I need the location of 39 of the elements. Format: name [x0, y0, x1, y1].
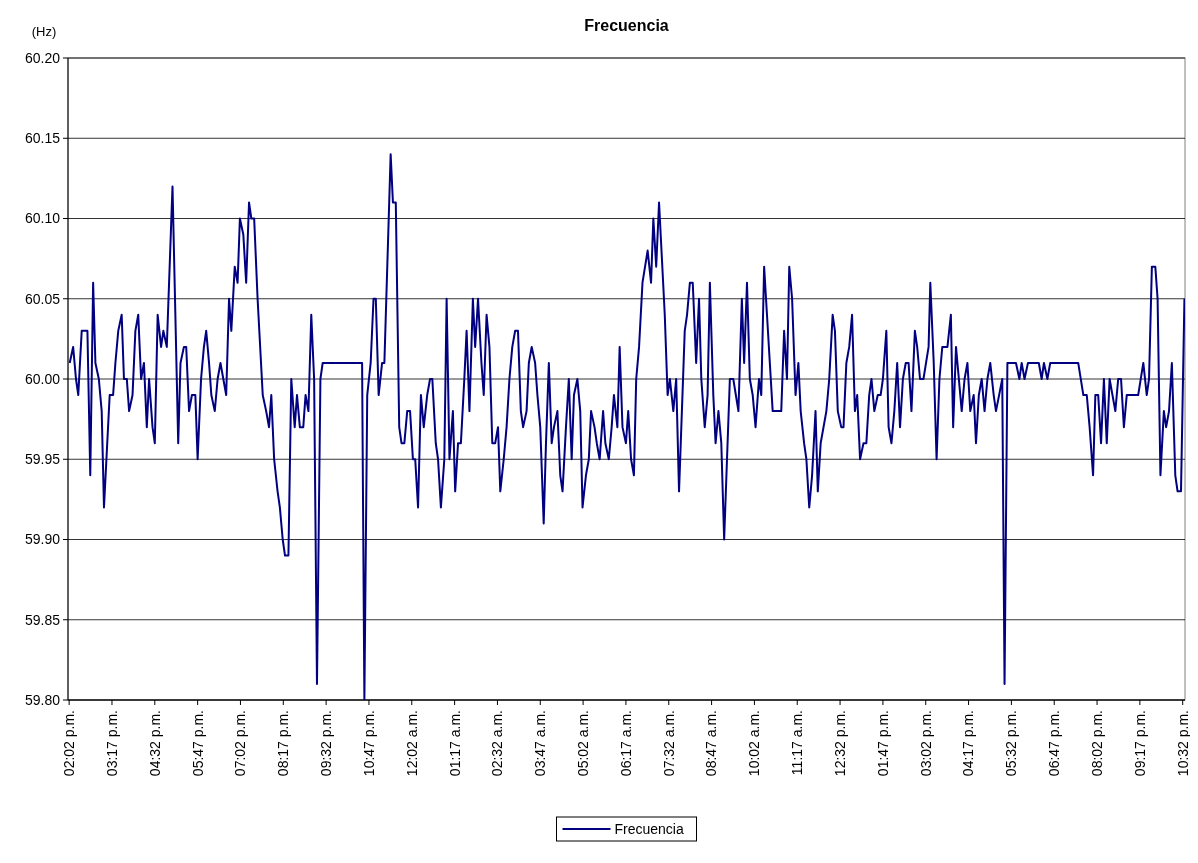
y-tick-label: 60.15	[24, 130, 61, 147]
x-tick-label: 09:32 p.m.	[318, 710, 335, 777]
x-tick-label: 10:47 p.m.	[360, 710, 377, 777]
x-tick-label: 03:02 p.m.	[917, 710, 934, 777]
x-tick-label: 05:32 p.m.	[1003, 710, 1020, 777]
x-tick-label: 12:32 p.m.	[831, 710, 848, 777]
x-tick-label: 06:17 a.m.	[617, 710, 634, 777]
x-tick-label: 03:17 p.m.	[103, 710, 120, 777]
x-tick-label: 02:32 a.m.	[489, 710, 506, 777]
x-tick-label: 01:47 p.m.	[874, 710, 891, 777]
x-tick-label: 04:17 p.m.	[960, 710, 977, 777]
x-tick-label: 05:47 p.m.	[189, 710, 206, 777]
y-tick-label: 59.90	[24, 531, 61, 548]
y-tick-label: 59.80	[24, 691, 61, 708]
x-tick-label: 08:17 p.m.	[275, 710, 292, 777]
x-tick-label: 12:02 a.m.	[403, 710, 420, 777]
y-tick-label: 60.20	[24, 49, 61, 66]
y-tick-label: 59.85	[24, 611, 61, 628]
x-tick-label: 08:47 a.m.	[703, 710, 720, 777]
y-tick-label: 59.95	[24, 451, 61, 468]
x-tick-label: 05:02 a.m.	[575, 710, 591, 777]
y-tick-label: 60.00	[24, 370, 61, 387]
x-tick-label: 02:02 p.m.	[61, 710, 78, 777]
x-tick-label: 11:17 a.m.	[789, 710, 806, 776]
x-tick-label: 06:47 p.m.	[1046, 710, 1063, 777]
x-tick-label: 10:02 a.m.	[746, 710, 763, 777]
y-tick-label: 60.05	[24, 290, 61, 307]
x-tick-label: 07:32 a.m.	[660, 710, 677, 777]
chart-title: Frecuencia	[584, 17, 669, 34]
legend-label: Frecuencia	[614, 820, 684, 837]
y-axis-title: (Hz)	[31, 24, 57, 39]
x-tick-label: 04:32 p.m.	[146, 710, 163, 777]
x-tick-label: 08:02 p.m.	[1088, 710, 1105, 777]
x-tick-label: 10:32 p.m.	[1174, 710, 1191, 777]
x-tick-label: 09:17 p.m.	[1131, 710, 1148, 777]
y-tick-label: 60.10	[24, 210, 61, 227]
x-tick-label: 01:17 a.m.	[446, 710, 463, 777]
x-tick-label: 07:02 p.m.	[232, 710, 249, 777]
x-tick-label: 03:47 a.m.	[532, 710, 549, 777]
